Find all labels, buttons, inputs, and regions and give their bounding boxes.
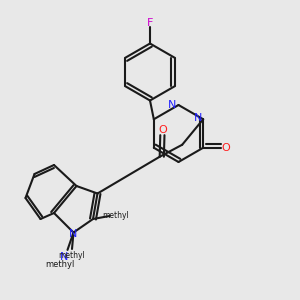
Text: methyl: methyl [58, 250, 85, 260]
Text: methyl: methyl [45, 260, 75, 269]
Text: methyl: methyl [102, 212, 129, 220]
Text: N: N [69, 229, 78, 239]
Text: O: O [158, 125, 167, 135]
Text: N: N [60, 251, 69, 262]
Text: N: N [194, 113, 202, 123]
Text: N: N [168, 100, 176, 110]
Text: O: O [221, 143, 230, 153]
Text: F: F [147, 18, 153, 28]
